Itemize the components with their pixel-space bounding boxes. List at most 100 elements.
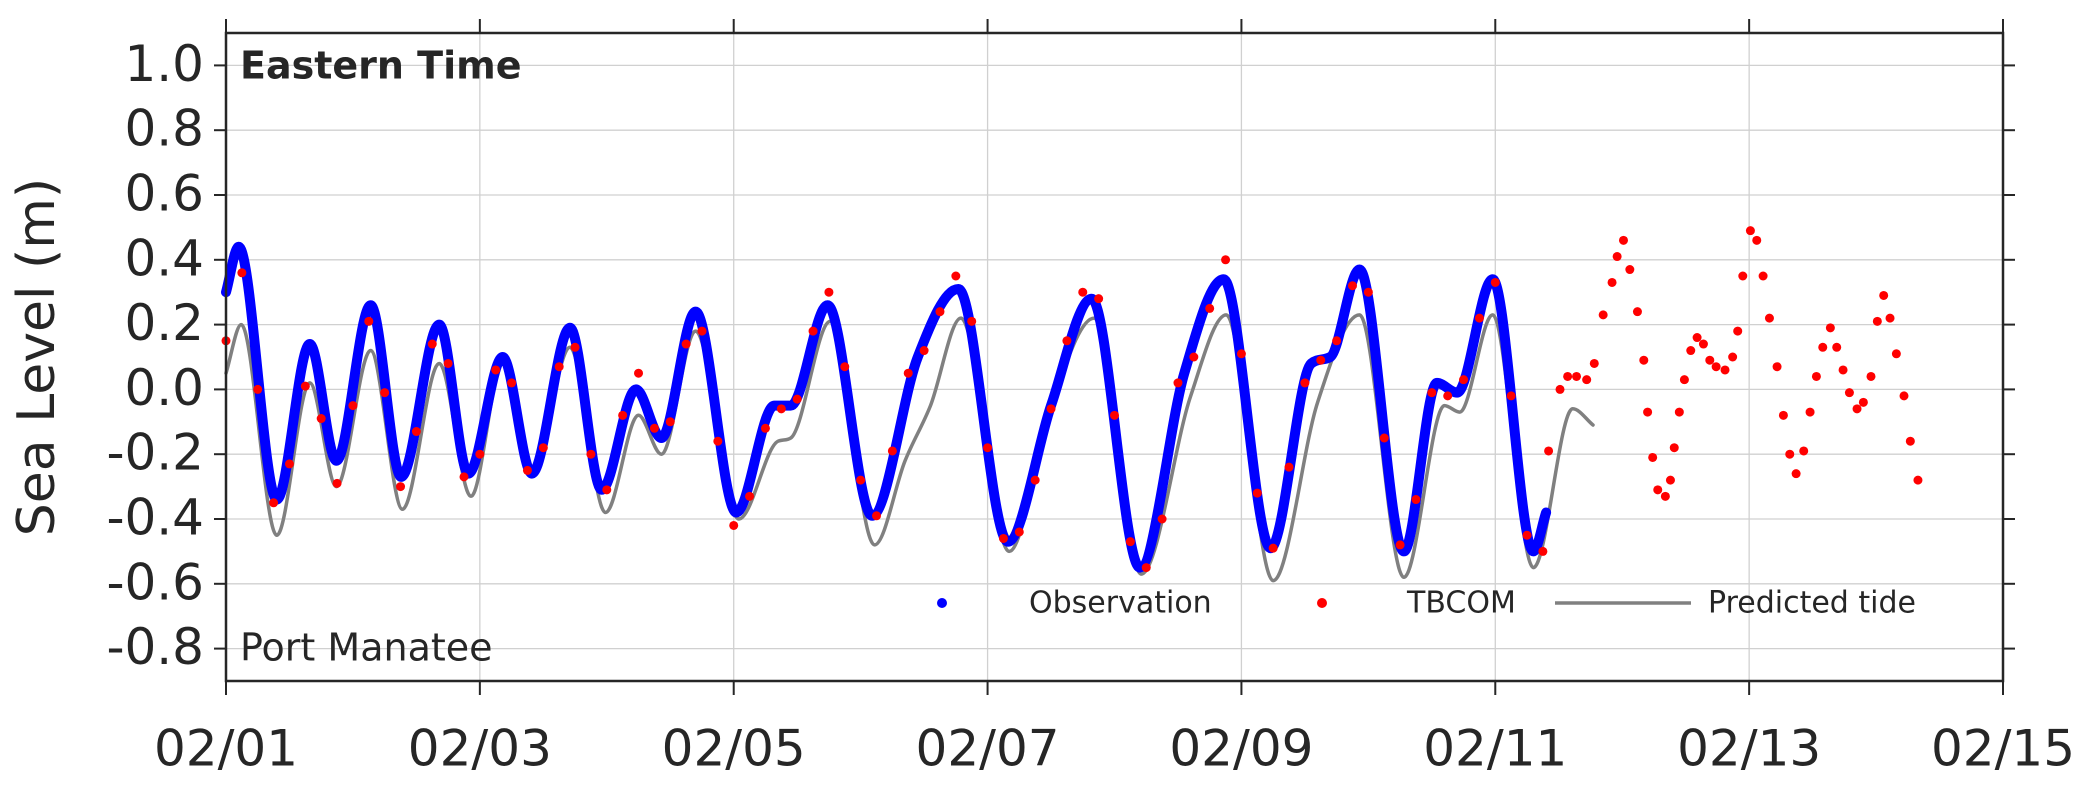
data-point (745, 491, 755, 501)
data-point (1669, 443, 1679, 453)
data-point (253, 384, 263, 394)
data-point (1236, 349, 1246, 359)
y-tick-label: 0.8 (124, 100, 204, 158)
data-point (554, 362, 564, 372)
data-point (1720, 365, 1730, 375)
data-point (919, 346, 929, 356)
data-point (1866, 371, 1876, 381)
data-point (602, 485, 612, 495)
data-point (1030, 475, 1040, 485)
data-point (1589, 358, 1599, 368)
data-point (443, 358, 453, 368)
data-point (332, 478, 342, 488)
data-point (507, 378, 517, 388)
data-point (1173, 378, 1183, 388)
data-point (475, 449, 485, 459)
data-point (1443, 391, 1453, 401)
data-point (348, 401, 358, 411)
data-point (586, 449, 596, 459)
data-point (1791, 469, 1801, 479)
legend: Observation TBCOM Predicted tide (937, 586, 1916, 621)
x-tick-label: 02/11 (1423, 720, 1567, 778)
y-tick-label: -0.6 (106, 553, 204, 611)
data-point (411, 427, 421, 437)
data-point (1046, 404, 1056, 414)
data-point (1705, 355, 1715, 365)
plot-area (221, 226, 1923, 583)
data-point (1879, 290, 1889, 300)
x-tick-label: 02/13 (1677, 720, 1821, 778)
data-point (1711, 362, 1721, 372)
data-point (1062, 336, 1072, 346)
legend-label: Predicted tide (1708, 586, 1916, 621)
y-tick-label: -0.8 (106, 618, 204, 676)
data-point (1490, 277, 1500, 287)
data-point (824, 287, 834, 297)
data-point (1772, 362, 1782, 372)
annotation: Eastern Time (240, 44, 522, 88)
data-point (1205, 303, 1215, 313)
data-point (1522, 530, 1532, 540)
data-point (649, 423, 659, 433)
data-point (1506, 391, 1516, 401)
data-point (1300, 378, 1310, 388)
data-point (1618, 235, 1628, 245)
data-point (1679, 375, 1689, 385)
data-point (618, 410, 628, 420)
data-point (1825, 323, 1835, 333)
data-point (760, 423, 770, 433)
data-point (951, 271, 961, 281)
data-point (1665, 475, 1675, 485)
data-point (1078, 287, 1088, 297)
data-point (1686, 346, 1696, 356)
data-point (1572, 371, 1582, 381)
y-tick-label: -0.2 (106, 424, 204, 482)
data-point (1268, 543, 1278, 553)
data-point (1538, 546, 1548, 556)
data-point (1284, 462, 1294, 472)
data-point (1758, 271, 1768, 281)
y-tick-label: 0.4 (124, 229, 204, 287)
data-point (681, 339, 691, 349)
data-point (1891, 349, 1901, 359)
data-point (1598, 310, 1608, 320)
y-tick-label: 0.6 (124, 165, 204, 223)
data-point (396, 482, 406, 492)
data-point (1427, 388, 1437, 398)
plot-frame (224, 31, 2005, 683)
legend-label: Observation (1029, 586, 1212, 621)
data-point (1612, 252, 1622, 262)
data-point (1811, 371, 1821, 381)
data-point (522, 465, 532, 475)
data-point (1785, 449, 1795, 459)
data-point (792, 394, 802, 404)
data-point (1648, 452, 1658, 462)
data-point (1639, 355, 1649, 365)
data-point (1844, 388, 1854, 398)
data-point (380, 388, 390, 398)
data-point (1643, 407, 1653, 417)
y-tick-label: 0.0 (124, 359, 204, 417)
data-point (856, 475, 866, 485)
y-tick-label: -0.4 (106, 489, 204, 547)
data-point (316, 414, 326, 424)
data-point (491, 365, 501, 375)
x-tick-label: 02/15 (1931, 720, 2075, 778)
data-point (1157, 514, 1167, 524)
data-point (998, 533, 1008, 543)
data-point (872, 511, 882, 521)
data-point (1582, 375, 1592, 385)
data-point (1125, 537, 1135, 547)
y-tick-label: 0.2 (124, 294, 204, 352)
data-point (1625, 265, 1635, 275)
data-point (1905, 436, 1915, 446)
data-point (459, 472, 469, 482)
data-point (1653, 485, 1663, 495)
data-point (840, 362, 850, 372)
x-tick-label: 02/07 (916, 720, 1060, 778)
data-point (983, 443, 993, 453)
data-point (1555, 384, 1565, 394)
data-point (570, 342, 580, 352)
data-point (237, 268, 247, 278)
x-tick-label: 02/01 (154, 720, 298, 778)
